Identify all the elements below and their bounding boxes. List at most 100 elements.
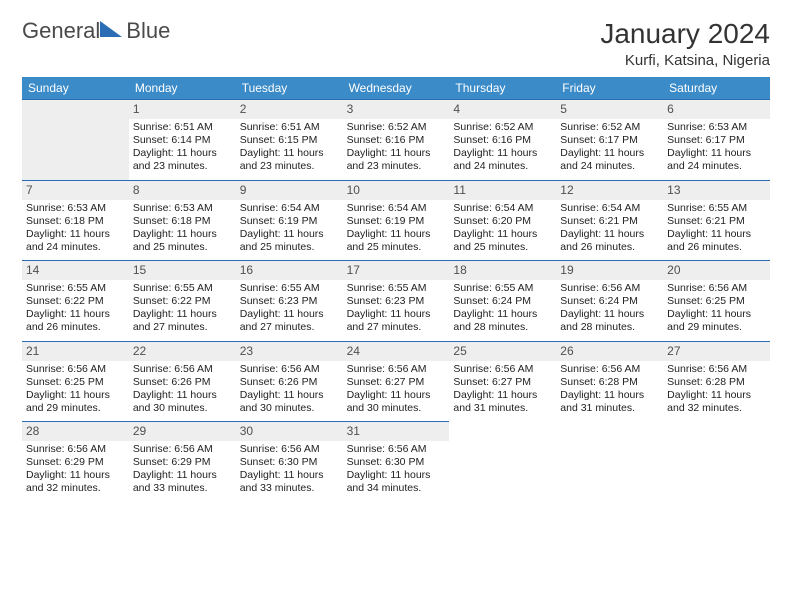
- day-number: 8: [129, 181, 236, 200]
- weekday-header: Monday: [129, 77, 236, 99]
- daylight-text: Daylight: 11 hours and 26 minutes.: [560, 228, 659, 254]
- day-cell: 15Sunrise: 6:55 AMSunset: 6:22 PMDayligh…: [129, 260, 236, 341]
- sunrise-text: Sunrise: 6:56 AM: [560, 363, 659, 376]
- daylight-text: Daylight: 11 hours and 32 minutes.: [667, 389, 766, 415]
- daylight-text: Daylight: 11 hours and 23 minutes.: [240, 147, 339, 173]
- daylight-text: Daylight: 11 hours and 24 minutes.: [560, 147, 659, 173]
- sunset-text: Sunset: 6:15 PM: [240, 134, 339, 147]
- sunrise-text: Sunrise: 6:54 AM: [453, 202, 552, 215]
- sunrise-text: Sunrise: 6:55 AM: [133, 282, 232, 295]
- sunrise-text: Sunrise: 6:54 AM: [240, 202, 339, 215]
- weekday-header: Saturday: [663, 77, 770, 99]
- daylight-text: Daylight: 11 hours and 24 minutes.: [26, 228, 125, 254]
- daylight-text: Daylight: 11 hours and 33 minutes.: [133, 469, 232, 495]
- sunset-text: Sunset: 6:29 PM: [26, 456, 125, 469]
- sunset-text: Sunset: 6:30 PM: [240, 456, 339, 469]
- day-number: 30: [236, 422, 343, 441]
- day-number: 1: [129, 100, 236, 119]
- sunrise-text: Sunrise: 6:51 AM: [133, 121, 232, 134]
- sunrise-text: Sunrise: 6:52 AM: [560, 121, 659, 134]
- sunrise-text: Sunrise: 6:56 AM: [667, 282, 766, 295]
- daylight-text: Daylight: 11 hours and 29 minutes.: [667, 308, 766, 334]
- sunrise-text: Sunrise: 6:52 AM: [453, 121, 552, 134]
- sunrise-text: Sunrise: 6:53 AM: [133, 202, 232, 215]
- sunrise-text: Sunrise: 6:56 AM: [26, 363, 125, 376]
- day-cell: 25Sunrise: 6:56 AMSunset: 6:27 PMDayligh…: [449, 341, 556, 422]
- daylight-text: Daylight: 11 hours and 23 minutes.: [133, 147, 232, 173]
- daylight-text: Daylight: 11 hours and 25 minutes.: [347, 228, 446, 254]
- day-number: 3: [343, 100, 450, 119]
- location: Kurfi, Katsina, Nigeria: [600, 52, 770, 69]
- calendar-grid: SundayMondayTuesdayWednesdayThursdayFrid…: [22, 77, 770, 502]
- sunset-text: Sunset: 6:16 PM: [453, 134, 552, 147]
- sunset-text: Sunset: 6:25 PM: [667, 295, 766, 308]
- daylight-text: Daylight: 11 hours and 30 minutes.: [240, 389, 339, 415]
- day-cell: 6Sunrise: 6:53 AMSunset: 6:17 PMDaylight…: [663, 99, 770, 180]
- sunrise-text: Sunrise: 6:56 AM: [453, 363, 552, 376]
- day-cell: 1Sunrise: 6:51 AMSunset: 6:14 PMDaylight…: [129, 99, 236, 180]
- daylight-text: Daylight: 11 hours and 27 minutes.: [240, 308, 339, 334]
- day-number: 23: [236, 342, 343, 361]
- brand-logo: General Blue: [22, 18, 170, 44]
- day-number: 2: [236, 100, 343, 119]
- day-cell: 22Sunrise: 6:56 AMSunset: 6:26 PMDayligh…: [129, 341, 236, 422]
- sunset-text: Sunset: 6:22 PM: [133, 295, 232, 308]
- day-number: 19: [556, 261, 663, 280]
- day-cell: 2 Sunrise: 6:51 AMSunset: 6:15 PMDaylight…: [236, 99, 343, 180]
- sunset-text: Sunset: 6:23 PM: [240, 295, 339, 308]
- daylight-text: Daylight: 11 hours and 24 minutes.: [667, 147, 766, 173]
- sunrise-text: Sunrise: 6:51 AM: [240, 121, 339, 134]
- sunset-text: Sunset: 6:18 PM: [26, 215, 125, 228]
- sunset-text: Sunset: 6:18 PM: [133, 215, 232, 228]
- weekday-header: Sunday: [22, 77, 129, 99]
- sunset-text: Sunset: 6:22 PM: [26, 295, 125, 308]
- day-cell: 29Sunrise: 6:56 AMSunset: 6:29 PMDayligh…: [129, 421, 236, 502]
- sunset-text: Sunset: 6:17 PM: [560, 134, 659, 147]
- day-number: 15: [129, 261, 236, 280]
- sunrise-text: Sunrise: 6:56 AM: [667, 363, 766, 376]
- weekday-header: Friday: [556, 77, 663, 99]
- sunset-text: Sunset: 6:21 PM: [560, 215, 659, 228]
- sunset-text: Sunset: 6:19 PM: [347, 215, 446, 228]
- day-cell: 19Sunrise: 6:56 AMSunset: 6:24 PMDayligh…: [556, 260, 663, 341]
- day-cell: 28Sunrise: 6:56 AMSunset: 6:29 PMDayligh…: [22, 421, 129, 502]
- day-number: 21: [22, 342, 129, 361]
- day-number: 6: [663, 100, 770, 119]
- day-cell: 16Sunrise: 6:55 AMSunset: 6:23 PMDayligh…: [236, 260, 343, 341]
- sunrise-text: Sunrise: 6:55 AM: [26, 282, 125, 295]
- daylight-text: Daylight: 11 hours and 31 minutes.: [453, 389, 552, 415]
- day-cell: 9Sunrise: 6:54 AMSunset: 6:19 PMDaylight…: [236, 180, 343, 261]
- weekday-header: Tuesday: [236, 77, 343, 99]
- day-cell: 7Sunrise: 6:53 AMSunset: 6:18 PMDaylight…: [22, 180, 129, 261]
- sunrise-text: Sunrise: 6:52 AM: [347, 121, 446, 134]
- daylight-text: Daylight: 11 hours and 29 minutes.: [26, 389, 125, 415]
- daylight-text: Daylight: 11 hours and 25 minutes.: [133, 228, 232, 254]
- sunrise-text: Sunrise: 6:55 AM: [453, 282, 552, 295]
- sunrise-text: Sunrise: 6:56 AM: [560, 282, 659, 295]
- day-number: 31: [343, 422, 450, 441]
- sunrise-text: Sunrise: 6:56 AM: [240, 443, 339, 456]
- sunset-text: Sunset: 6:29 PM: [133, 456, 232, 469]
- day-cell: 10Sunrise: 6:54 AMSunset: 6:19 PMDayligh…: [343, 180, 450, 261]
- day-cell: 8 Sunrise: 6:53 AMSunset: 6:18 PMDaylight…: [129, 180, 236, 261]
- brand-triangle-icon: [100, 21, 122, 37]
- sunset-text: Sunset: 6:23 PM: [347, 295, 446, 308]
- sunrise-text: Sunrise: 6:56 AM: [26, 443, 125, 456]
- daylight-text: Daylight: 11 hours and 30 minutes.: [133, 389, 232, 415]
- sunrise-text: Sunrise: 6:54 AM: [560, 202, 659, 215]
- sunset-text: Sunset: 6:24 PM: [453, 295, 552, 308]
- day-number: 12: [556, 181, 663, 200]
- daylight-text: Daylight: 11 hours and 34 minutes.: [347, 469, 446, 495]
- day-cell: 21Sunrise: 6:56 AMSunset: 6:25 PMDayligh…: [22, 341, 129, 422]
- day-number: 5: [556, 100, 663, 119]
- day-number: 16: [236, 261, 343, 280]
- weekday-header: Wednesday: [343, 77, 450, 99]
- daylight-text: Daylight: 11 hours and 30 minutes.: [347, 389, 446, 415]
- title-block: January 2024 Kurfi, Katsina, Nigeria: [600, 18, 770, 69]
- sunset-text: Sunset: 6:17 PM: [667, 134, 766, 147]
- day-cell: 31Sunrise: 6:56 AMSunset: 6:30 PMDayligh…: [343, 421, 450, 502]
- day-number: 13: [663, 181, 770, 200]
- day-number: 4: [449, 100, 556, 119]
- header: General Blue January 2024 Kurfi, Katsina…: [22, 18, 770, 69]
- weekday-header: Thursday: [449, 77, 556, 99]
